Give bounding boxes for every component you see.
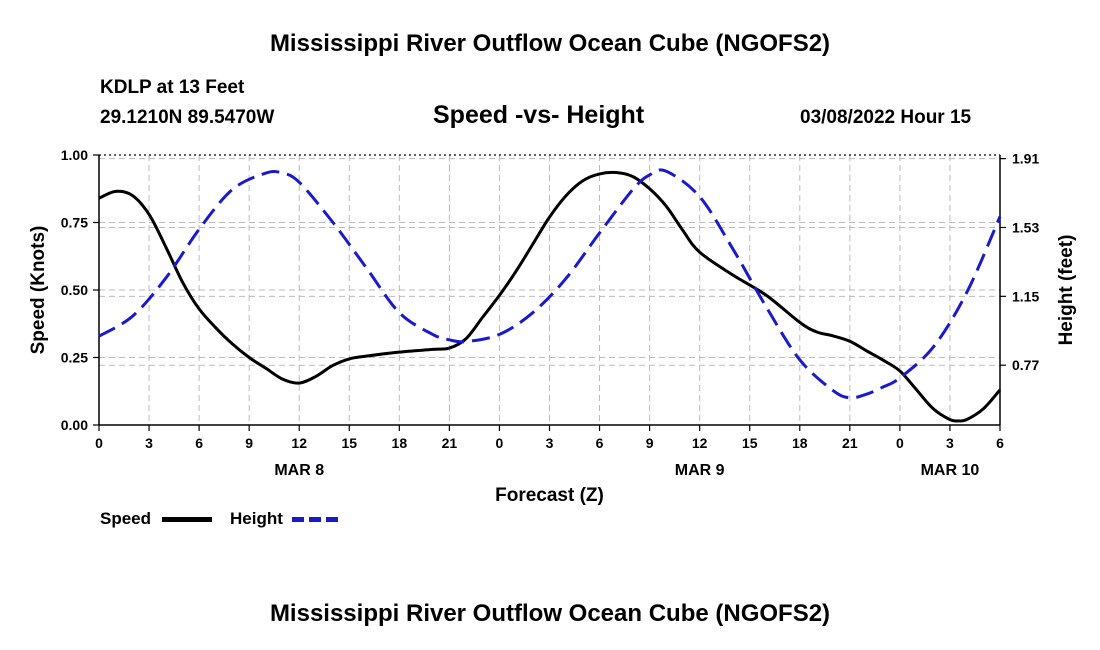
chart-subtitle: Speed -vs- Height [433,101,645,129]
x-tick-label: 9 [646,435,654,451]
y2-tick-label: 1.53 [1012,219,1039,235]
y-tick-label: 1.00 [61,147,88,163]
legend-speed-label: Speed [100,509,152,528]
x-tick-label: 3 [946,435,954,451]
x-tick-label: 12 [692,435,708,451]
y-tick-label: 0.75 [61,215,88,231]
station-coords: 29.1210N 89.5470W [100,107,275,128]
legend-height-swatch [292,517,342,522]
x-tick-label: 0 [95,435,103,451]
station-label: KDLP at 13 Feet [100,77,245,98]
legend-speed-swatch [162,517,212,522]
x-tick-label: 18 [792,435,808,451]
y-axis-label: Speed (Knots) [28,226,49,355]
x-tick-label: 6 [195,435,203,451]
y2-axis-label: Height (feet) [1056,235,1077,346]
height-series-line [98,168,1002,400]
chart-title-bottom: Mississippi River Outflow Ocean Cube (NG… [269,600,831,627]
date-label: MAR 9 [675,462,725,479]
x-tick-label: 12 [291,435,307,451]
y-tick-label: 0.00 [61,417,88,433]
x-tick-label: 0 [496,435,504,451]
x-tick-label: 6 [996,435,1004,451]
y2-tick-label: 1.91 [1012,151,1039,167]
x-tick-label: 15 [341,435,357,451]
forecast-datetime: 03/08/2022 Hour 15 [800,107,972,128]
chart-title-top: Mississippi River Outflow Ocean Cube (NG… [269,30,831,57]
x-tick-label: 3 [145,435,153,451]
date-label: MAR 8 [274,462,324,479]
x-tick-label: 21 [842,435,858,451]
y-tick-label: 0.25 [61,350,88,366]
y2-tick-label: 1.15 [1012,288,1039,304]
x-axis-label: Forecast (Z) [495,485,604,506]
date-label: MAR 10 [921,462,980,479]
x-tick-label: 18 [392,435,408,451]
speed-series-line [98,170,1002,423]
x-tick-label: 15 [742,435,758,451]
y2-tick-label: 0.77 [1012,357,1039,373]
legend-height-label: Height [230,509,283,528]
x-tick-label: 6 [596,435,604,451]
x-tick-label: 9 [245,435,253,451]
x-tick-label: 0 [896,435,904,451]
x-tick-label: 21 [442,435,458,451]
y-tick-label: 0.50 [61,282,88,298]
x-tick-label: 3 [546,435,554,451]
